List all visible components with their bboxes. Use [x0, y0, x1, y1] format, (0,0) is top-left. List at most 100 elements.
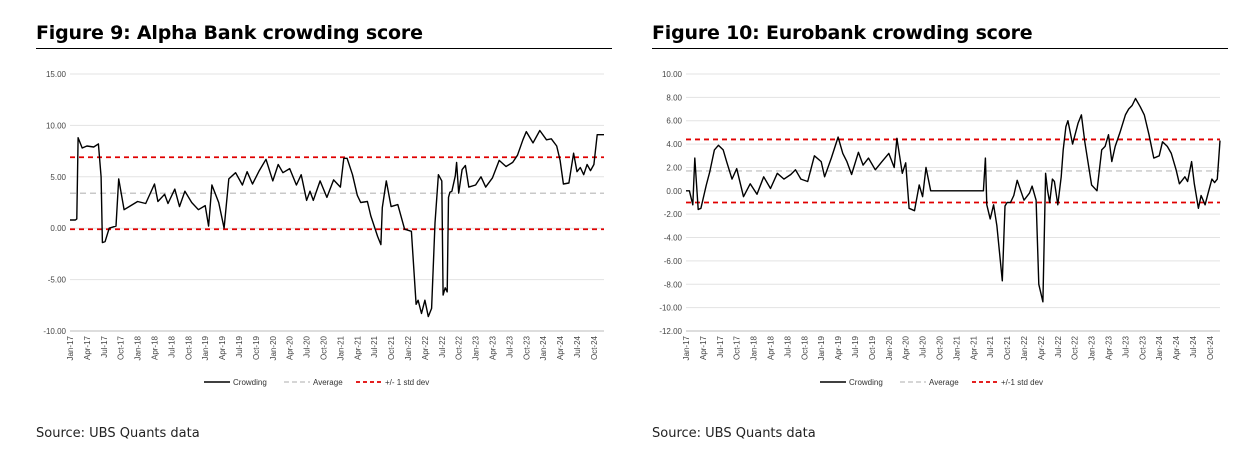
x-tick-label: Jan-20 [269, 335, 278, 360]
x-tick-label: Apr-17 [699, 335, 708, 360]
x-tick-label: Jul-18 [167, 335, 176, 357]
x-tick-label: Jan-22 [1020, 335, 1029, 360]
x-tick-label: Jul-19 [851, 335, 860, 357]
x-tick-label: Apr-24 [556, 335, 565, 360]
chart-eurobank: 10.00 8.00 6.00 4.00 2.00 0.00 -2.00 -4.00 -6.00… [659, 70, 1221, 387]
x-tick-label: Jan-24 [1155, 335, 1164, 360]
y-tick-label: -10.00 [43, 327, 66, 336]
y-tick-label: 10.00 [662, 70, 683, 79]
x-tick-label: Apr-17 [83, 335, 92, 360]
x-tick-label: Apr-19 [834, 335, 843, 360]
x-tick-label: Oct-23 [522, 335, 531, 360]
figure-title: Figure 9: Alpha Bank crowding score [36, 22, 423, 44]
x-tick-label: Jan-19 [201, 335, 210, 360]
x-tick-label: Jul-20 [303, 335, 312, 357]
x-tick-label: Jul-20 [919, 335, 928, 357]
x-tick-label: Apr-18 [766, 335, 775, 360]
x-tick-label: Jan-19 [817, 335, 826, 360]
x-tick-label: Oct-21 [387, 335, 396, 360]
y-tick-label: 4.00 [666, 140, 682, 149]
x-tick-label: Jan-21 [952, 335, 961, 360]
legend-label: Crowding [849, 378, 883, 387]
y-tick-label: -6.00 [664, 257, 683, 266]
x-tick-label: Oct-18 [184, 335, 193, 360]
x-tick-label: Jan-18 [750, 335, 759, 360]
y-tick-label: 8.00 [666, 93, 682, 102]
x-tick-label: Apr-22 [1037, 335, 1046, 360]
y-tick-label: -4.00 [664, 234, 683, 243]
x-tick-label: Apr-20 [286, 335, 295, 360]
x-tick-label: Jul-19 [235, 335, 244, 357]
x-tick-label: Jan-18 [134, 335, 143, 360]
x-tick-label: Jan-17 [682, 335, 691, 360]
y-tick-label: -10.00 [659, 304, 682, 313]
x-tick-label: Jan-21 [336, 335, 345, 360]
x-tick-label: Jul-18 [783, 335, 792, 357]
x-tick-label: Jan-23 [472, 335, 481, 360]
y-tick-label: 0.00 [50, 224, 66, 233]
x-tick-label: Jul-23 [505, 335, 514, 357]
legend-label: +/- 1 std dev [385, 378, 429, 387]
crowding-line [70, 129, 604, 318]
x-tick-label: Jul-17 [100, 335, 109, 357]
x-tick-label: Oct-17 [733, 335, 742, 360]
y-tick-label: 0.00 [666, 187, 682, 196]
crowding-line [686, 97, 1221, 303]
x-tick-label: Oct-20 [935, 335, 944, 360]
x-tick-label: Oct-22 [1071, 335, 1080, 360]
x-tick-label: Apr-23 [488, 335, 497, 360]
y-tick-label: -8.00 [664, 280, 683, 289]
y-tick-label: 10.00 [46, 121, 67, 130]
x-tick-label: Oct-23 [1138, 335, 1147, 360]
x-tick-label: Oct-22 [455, 335, 464, 360]
x-tick-label: Oct-19 [868, 335, 877, 360]
x-tick-label: Apr-19 [218, 335, 227, 360]
x-tick-label: Apr-20 [902, 335, 911, 360]
y-tick-label: 6.00 [666, 117, 682, 126]
x-tick-label: Oct-24 [1206, 335, 1215, 360]
source-note: Source: UBS Quants data [36, 426, 200, 441]
x-tick-label: Apr-22 [421, 335, 430, 360]
legend-label: Average [929, 378, 959, 387]
figure-title: Figure 10: Eurobank crowding score [652, 22, 1033, 44]
x-tick-label: Oct-24 [590, 335, 599, 360]
x-tick-label: Jan-20 [885, 335, 894, 360]
legend-label: Crowding [233, 378, 267, 387]
x-tick-label: Oct-21 [1003, 335, 1012, 360]
y-tick-label: -12.00 [659, 327, 682, 336]
y-tick-label: 5.00 [50, 173, 66, 182]
x-tick-label: Jul-24 [573, 335, 582, 357]
x-tick-label: Oct-19 [252, 335, 261, 360]
x-tick-label: Apr-21 [353, 335, 362, 360]
x-tick-label: Oct-17 [117, 335, 126, 360]
y-tick-label: 15.00 [46, 70, 67, 79]
x-tick-label: Oct-18 [800, 335, 809, 360]
x-tick-label: Jul-21 [986, 335, 995, 357]
legend-label: +/-1 std dev [1001, 378, 1043, 387]
source-note: Source: UBS Quants data [652, 426, 816, 441]
x-tick-label: Jul-22 [438, 335, 447, 357]
x-tick-label: Jul-17 [716, 335, 725, 357]
legend-label: Average [313, 378, 343, 387]
title-divider [36, 48, 612, 49]
x-tick-label: Jan-17 [66, 335, 75, 360]
title-divider [652, 48, 1228, 49]
x-tick-label: Apr-21 [969, 335, 978, 360]
x-tick-label: Jul-22 [1054, 335, 1063, 357]
y-tick-label: -5.00 [48, 276, 67, 285]
x-tick-label: Apr-23 [1104, 335, 1113, 360]
figure-panel-left: Figure 9: Alpha Bank crowding score 15.0… [36, 0, 636, 453]
figure-panel-right: Figure 10: Eurobank crowding score 10.00… [652, 0, 1248, 453]
x-tick-label: Apr-24 [1172, 335, 1181, 360]
x-tick-label: Jan-24 [539, 335, 548, 360]
y-tick-label: -2.00 [664, 210, 683, 219]
x-tick-label: Jul-24 [1189, 335, 1198, 357]
x-tick-label: Apr-18 [150, 335, 159, 360]
x-tick-label: Jul-21 [370, 335, 379, 357]
x-tick-label: Jan-22 [404, 335, 413, 360]
x-tick-label: Jul-23 [1121, 335, 1130, 357]
y-tick-label: 2.00 [666, 163, 682, 172]
x-tick-label: Oct-20 [319, 335, 328, 360]
x-tick-label: Jan-23 [1088, 335, 1097, 360]
